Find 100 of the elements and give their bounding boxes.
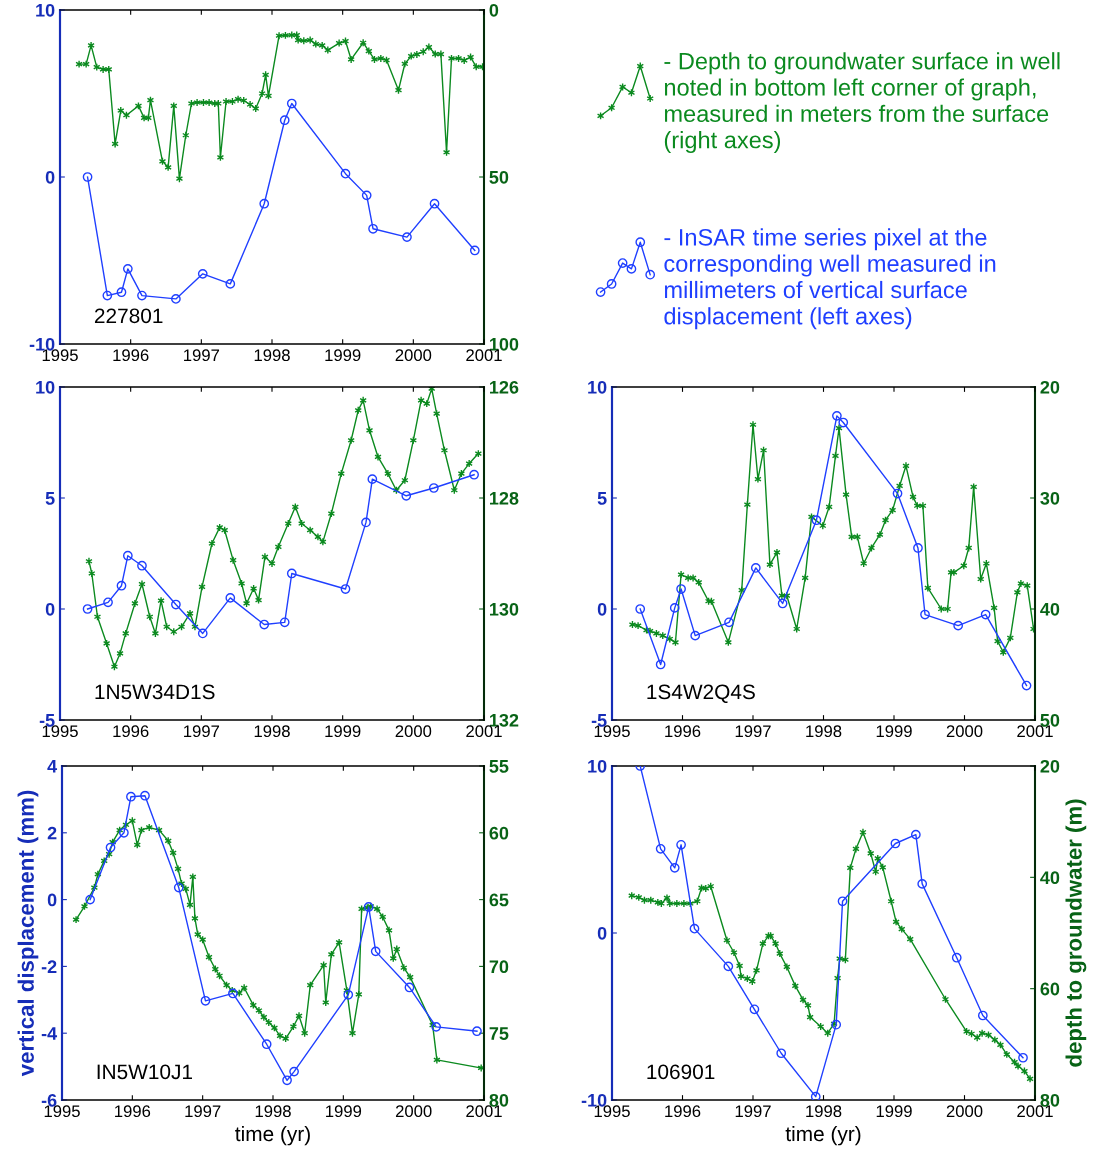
point (953, 620, 964, 631)
point (119, 827, 129, 838)
point (116, 649, 124, 658)
point (286, 98, 297, 109)
point (401, 476, 409, 485)
x-tick-label: 1999 (876, 725, 912, 738)
y2-axis-title: depth to groundwater (m) (1065, 799, 1087, 1067)
legend-label: - InSAR time series pixel at the corresponding well measured in millimeters of vertical surface displacement (left axes) (664, 228, 996, 330)
x-tick-label: 1997 (735, 725, 771, 738)
y2-tick-label: 128 (490, 491, 519, 505)
point (171, 294, 181, 304)
point (655, 843, 666, 854)
y-tick-label: 10 (36, 3, 55, 17)
point (82, 604, 93, 614)
x-tick-label: 2000 (395, 1105, 432, 1118)
point (404, 982, 415, 993)
point (122, 263, 133, 274)
point (225, 279, 236, 289)
x-tick-label: 1998 (254, 725, 290, 738)
point (261, 1039, 272, 1050)
point (314, 532, 322, 542)
x-tick-label: 1998 (806, 725, 842, 738)
point (428, 483, 439, 493)
point (384, 469, 392, 478)
point (890, 838, 901, 849)
point (131, 599, 139, 608)
point (361, 517, 371, 528)
point (776, 1048, 787, 1059)
point (917, 879, 928, 889)
point (105, 842, 116, 853)
y2-tick-label: 20 (1040, 380, 1060, 394)
y2-tick-label: 132 (490, 713, 519, 727)
point (750, 563, 761, 573)
point (228, 988, 238, 999)
point (892, 488, 903, 499)
y-tick-label: 10 (588, 759, 607, 773)
point (402, 232, 412, 242)
point (913, 543, 923, 553)
point (82, 172, 93, 182)
point (690, 630, 701, 641)
point (689, 923, 700, 934)
point (811, 515, 822, 526)
x-tick-label: 1995 (42, 725, 78, 738)
x-tick-label: 1998 (806, 1105, 842, 1118)
point (259, 198, 270, 209)
point (951, 952, 962, 963)
y-tick-label: 4 (47, 760, 58, 773)
x-tick-label: 1997 (185, 1105, 221, 1118)
x-tick-label: 2001 (1017, 725, 1053, 738)
x-tick-label: 1996 (665, 725, 701, 738)
point (208, 539, 216, 548)
point (173, 882, 184, 893)
point (724, 617, 734, 628)
x-tick-label: 1999 (326, 1105, 362, 1118)
point (229, 555, 237, 565)
point (669, 863, 680, 873)
point (85, 557, 93, 566)
x-tick-label: 1996 (113, 725, 149, 738)
point (200, 995, 211, 1006)
y-tick-label: 0 (597, 602, 607, 616)
point (910, 829, 921, 840)
x-tick-label: 1997 (184, 349, 220, 362)
y-tick-label: -6 (41, 1093, 57, 1107)
point (279, 115, 290, 126)
point (367, 474, 378, 484)
y2-tick-label: 130 (490, 602, 519, 616)
point (977, 1010, 988, 1021)
x-tick-label: 2001 (466, 1105, 502, 1118)
x-tick-label: 1995 (594, 725, 630, 738)
point (1018, 1052, 1028, 1063)
y2-tick-label: 40 (1040, 602, 1060, 616)
point (306, 526, 314, 535)
y2-tick-label: 20 (1040, 759, 1060, 773)
point (361, 190, 372, 201)
y2-tick-label: 30 (1040, 491, 1060, 505)
point (1021, 680, 1032, 691)
y-tick-label: -5 (591, 714, 607, 727)
legend-label: - Depth to groundwater surface in well noted in bottom left corner of graph, measured in meters from the surface (right axes) (664, 52, 1060, 154)
point (676, 839, 686, 850)
y-tick-label: -5 (39, 714, 55, 727)
point (171, 599, 181, 610)
point (286, 568, 297, 579)
x-tick-label: 2001 (466, 725, 502, 738)
point (140, 790, 150, 801)
y-tick-label: 2 (47, 826, 57, 840)
x-tick-label: 1999 (876, 1105, 912, 1118)
y-tick-label: -2 (41, 960, 57, 973)
point (374, 452, 382, 462)
point (198, 582, 206, 591)
y2-tick-label: 80 (489, 1093, 509, 1107)
point (401, 490, 412, 501)
y2-tick-label: 60 (489, 826, 509, 840)
y-tick-label: -10 (581, 1093, 607, 1107)
x-tick-label: 1999 (325, 349, 361, 362)
point (920, 609, 930, 620)
point (429, 198, 440, 209)
y2-tick-label: 0 (489, 3, 499, 17)
point (465, 459, 473, 468)
annotation: 106901 (647, 1064, 715, 1080)
x-tick-label: 1998 (254, 349, 290, 362)
